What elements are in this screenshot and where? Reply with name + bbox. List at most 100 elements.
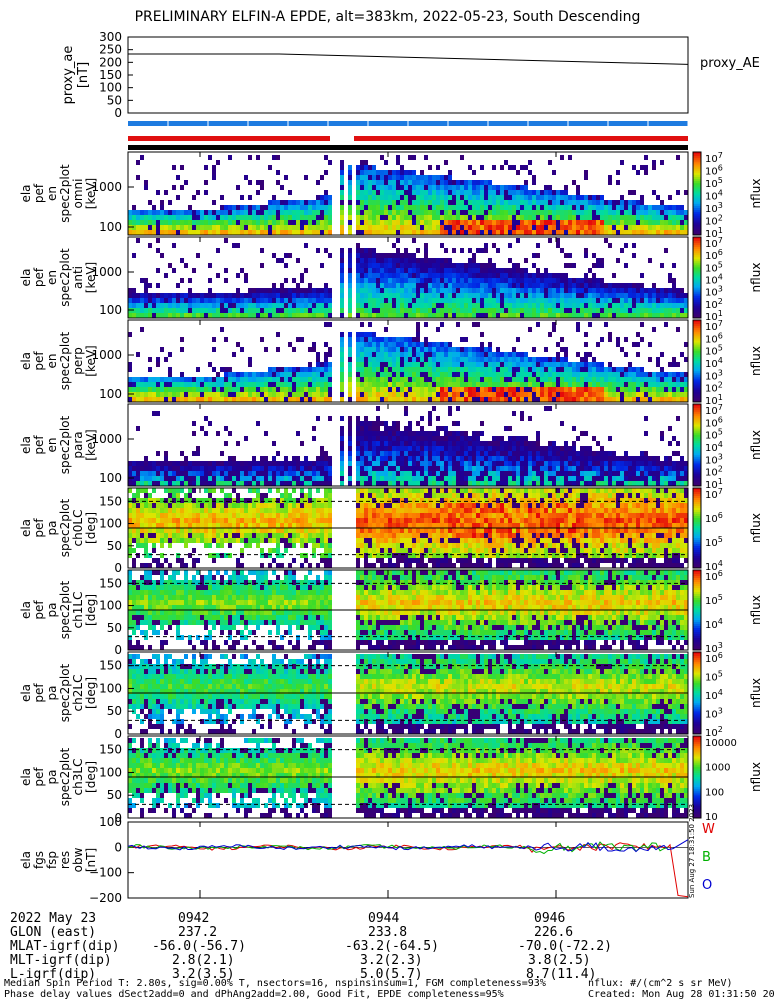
spectrogram-cell bbox=[228, 481, 232, 486]
spectrogram-cell bbox=[652, 387, 656, 392]
spectrogram-cell bbox=[364, 461, 368, 466]
spectrogram-cell bbox=[480, 471, 484, 476]
spectrogram-cell bbox=[280, 476, 284, 481]
spectrogram-cell bbox=[440, 451, 444, 456]
spectrogram-cell bbox=[484, 278, 488, 283]
spectrogram-ela_pef_en_spec2plot_perp bbox=[127, 319, 702, 403]
spectrogram-cell bbox=[504, 268, 508, 273]
spectrogram-ylabel: ela bbox=[19, 184, 33, 202]
spectrogram-cell bbox=[468, 476, 472, 481]
spectrogram-cell bbox=[308, 220, 312, 225]
spectrogram-cell bbox=[540, 195, 544, 200]
spectrogram-cell bbox=[408, 362, 412, 367]
spectrogram-cell bbox=[408, 313, 412, 318]
spectrogram-cell bbox=[468, 352, 472, 357]
spectrogram-cell bbox=[488, 278, 492, 283]
spectrogram-cell bbox=[300, 337, 304, 342]
spectrogram-cell bbox=[304, 308, 308, 313]
spectrogram-cell bbox=[292, 392, 296, 397]
spectrogram-cell bbox=[296, 308, 300, 313]
spectrogram-cell bbox=[508, 382, 512, 387]
spectrogram-cell bbox=[140, 397, 144, 402]
spectrogram-cell bbox=[428, 190, 432, 195]
spectrogram-cell bbox=[376, 195, 380, 200]
spectrogram-cell bbox=[672, 210, 676, 215]
spectrogram-cell bbox=[384, 180, 388, 185]
spectrogram-cell bbox=[500, 387, 504, 392]
spectrogram-cell bbox=[364, 303, 368, 308]
spectrogram-cell bbox=[316, 392, 320, 397]
spectrogram-cell bbox=[548, 238, 552, 243]
spectrogram-cell bbox=[248, 293, 252, 298]
spectrogram-cell bbox=[132, 220, 136, 225]
spectrogram-cell bbox=[488, 397, 492, 402]
spectrogram-cell bbox=[596, 313, 600, 318]
spectrogram-cell bbox=[140, 466, 144, 471]
spectrogram-cell bbox=[284, 476, 288, 481]
spectrogram-cell bbox=[248, 476, 252, 481]
spectrogram-cell bbox=[380, 476, 384, 481]
spectrogram-cell bbox=[500, 268, 504, 273]
spectrogram-cell bbox=[396, 382, 400, 387]
spectrogram-cell bbox=[532, 377, 536, 382]
spectrogram-cell bbox=[312, 436, 316, 441]
spectrogram-cell bbox=[408, 431, 412, 436]
spectrogram-cell bbox=[372, 421, 376, 426]
spectrogram-cell bbox=[304, 288, 308, 293]
spectrogram-cell bbox=[424, 288, 428, 293]
spectrogram-cell bbox=[356, 165, 360, 170]
spectrogram-cell bbox=[148, 293, 152, 298]
spectrogram-cell bbox=[300, 481, 304, 486]
colorbar-tick-exponent: 1 bbox=[718, 226, 723, 235]
spectrogram-cell bbox=[544, 372, 548, 377]
spectrogram-cell bbox=[400, 200, 404, 205]
spectrogram-cell bbox=[548, 283, 552, 288]
spectrogram-cell bbox=[256, 190, 260, 195]
spectrogram-cell bbox=[184, 303, 188, 308]
spectrogram-cell bbox=[176, 392, 180, 397]
spectrogram-cell bbox=[632, 372, 636, 377]
spectrogram-cell bbox=[588, 230, 592, 235]
spectrogram-cell bbox=[368, 165, 372, 170]
spectrogram-cell bbox=[316, 362, 320, 367]
spectrogram-cell bbox=[576, 392, 580, 397]
spectrogram-cell bbox=[628, 293, 632, 298]
spectrogram-cell bbox=[472, 431, 476, 436]
spectrogram-cell bbox=[520, 456, 524, 461]
colorbar-segment bbox=[693, 249, 701, 252]
spectrogram-cell bbox=[480, 456, 484, 461]
spectrogram-cell bbox=[616, 180, 620, 185]
spectrogram-cell bbox=[460, 308, 464, 313]
spectrogram-cell bbox=[540, 446, 544, 451]
colorbar-tick-exponent: 3 bbox=[718, 368, 723, 377]
spectrogram-cell bbox=[472, 362, 476, 367]
spectrogram-cell bbox=[588, 293, 592, 298]
spectrogram-cell bbox=[240, 268, 244, 273]
spectrogram-cell bbox=[472, 471, 476, 476]
spectrogram-cell bbox=[448, 175, 452, 180]
spectrogram-cell bbox=[672, 308, 676, 313]
spectrogram-cell bbox=[612, 377, 616, 382]
spectrogram-cell bbox=[364, 431, 368, 436]
colorbar-segment bbox=[693, 183, 701, 186]
spectrogram-cell bbox=[472, 367, 476, 372]
spectrogram-cell bbox=[680, 298, 684, 303]
spectrogram-cell bbox=[616, 313, 620, 318]
spectrogram-cell bbox=[544, 288, 548, 293]
spectrogram-cell bbox=[536, 243, 540, 248]
spectrogram-cell bbox=[296, 288, 300, 293]
spectrogram-cell bbox=[460, 476, 464, 481]
spectrogram-cell bbox=[148, 481, 152, 486]
spectrogram-cell bbox=[360, 170, 364, 175]
spectrogram-cell bbox=[484, 367, 488, 372]
spectrogram-cell bbox=[468, 446, 472, 451]
spectrogram-cell bbox=[460, 205, 464, 210]
spectrogram-cell bbox=[664, 322, 668, 327]
spectrogram-cell bbox=[308, 210, 312, 215]
spectrogram-cell bbox=[160, 210, 164, 215]
spectrogram-cell bbox=[476, 397, 480, 402]
spectrogram-cell bbox=[364, 387, 368, 392]
spectrogram-cell bbox=[552, 303, 556, 308]
spectrogram-cell bbox=[224, 397, 228, 402]
spectrogram-cell bbox=[404, 456, 408, 461]
